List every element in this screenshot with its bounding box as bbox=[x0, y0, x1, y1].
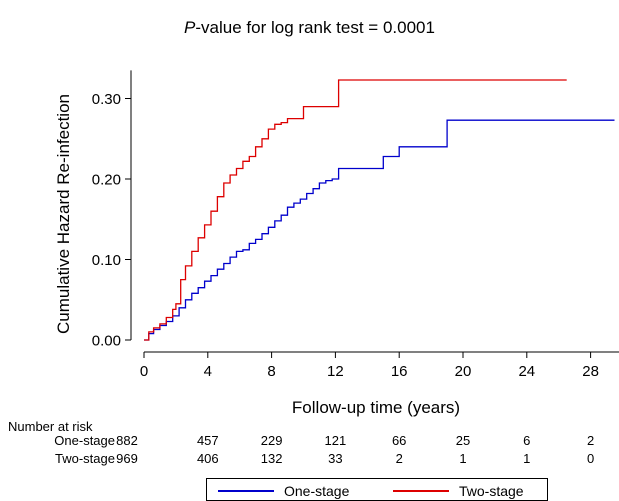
legend-label-one-stage: One-stage bbox=[284, 483, 350, 499]
risk-cell: 1 bbox=[459, 451, 467, 466]
risk-cell: 6 bbox=[523, 433, 531, 448]
risk-row-label: Two-stage bbox=[55, 451, 115, 466]
x-tick-label: 8 bbox=[267, 363, 275, 380]
series-line-two-stage bbox=[144, 79, 567, 341]
risk-cell: 66 bbox=[391, 433, 407, 448]
legend: One-stage Two-stage bbox=[206, 478, 548, 501]
legend-item-two-stage: Two-stage bbox=[393, 483, 524, 499]
x-tick-label: 4 bbox=[204, 363, 212, 380]
y-tick-label: 0.10 bbox=[92, 252, 121, 269]
risk-cell: 25 bbox=[455, 433, 471, 448]
risk-cell: 969 bbox=[116, 451, 138, 466]
x-tick-label: 20 bbox=[455, 363, 472, 380]
risk-cell: 33 bbox=[328, 451, 343, 466]
x-tick-label: 16 bbox=[391, 363, 408, 380]
chart-title: P-value for log rank test = 0.0001 bbox=[0, 18, 619, 38]
legend-item-one-stage: One-stage bbox=[218, 483, 349, 499]
title-text: -value for log rank test = 0.0001 bbox=[195, 18, 435, 37]
x-tick-label: 28 bbox=[582, 363, 599, 380]
legend-swatch-two-stage bbox=[393, 490, 449, 492]
risk-cell: 229 bbox=[260, 433, 283, 448]
risk-table-header: Number at risk bbox=[8, 419, 93, 434]
title-p-italic: P bbox=[184, 18, 196, 37]
risk-cell: 1 bbox=[523, 451, 531, 466]
x-tick-label: 24 bbox=[518, 363, 535, 380]
risk-cell: 0 bbox=[586, 451, 595, 466]
risk-cell: 121 bbox=[324, 433, 347, 448]
risk-cell: 406 bbox=[196, 451, 219, 466]
y-tick-label: 0.00 bbox=[92, 333, 121, 350]
risk-cell: 882 bbox=[116, 433, 138, 448]
y-tick-label: 0.20 bbox=[92, 172, 121, 189]
risk-cell: 457 bbox=[196, 433, 219, 448]
risk-cell: 2 bbox=[395, 451, 403, 466]
risk-cell: 2 bbox=[586, 433, 595, 448]
x-tick-label: 0 bbox=[140, 363, 148, 380]
risk-cell: 132 bbox=[260, 451, 283, 466]
x-axis-label: Follow-up time (years) bbox=[291, 398, 461, 417]
x-tick-label: 12 bbox=[327, 363, 344, 380]
series-line-one-stage bbox=[144, 119, 615, 341]
y-tick-label: 0.30 bbox=[92, 91, 121, 108]
legend-swatch-one-stage bbox=[218, 490, 274, 492]
risk-row-label: One-stage bbox=[54, 433, 115, 448]
legend-label-two-stage: Two-stage bbox=[459, 483, 524, 499]
